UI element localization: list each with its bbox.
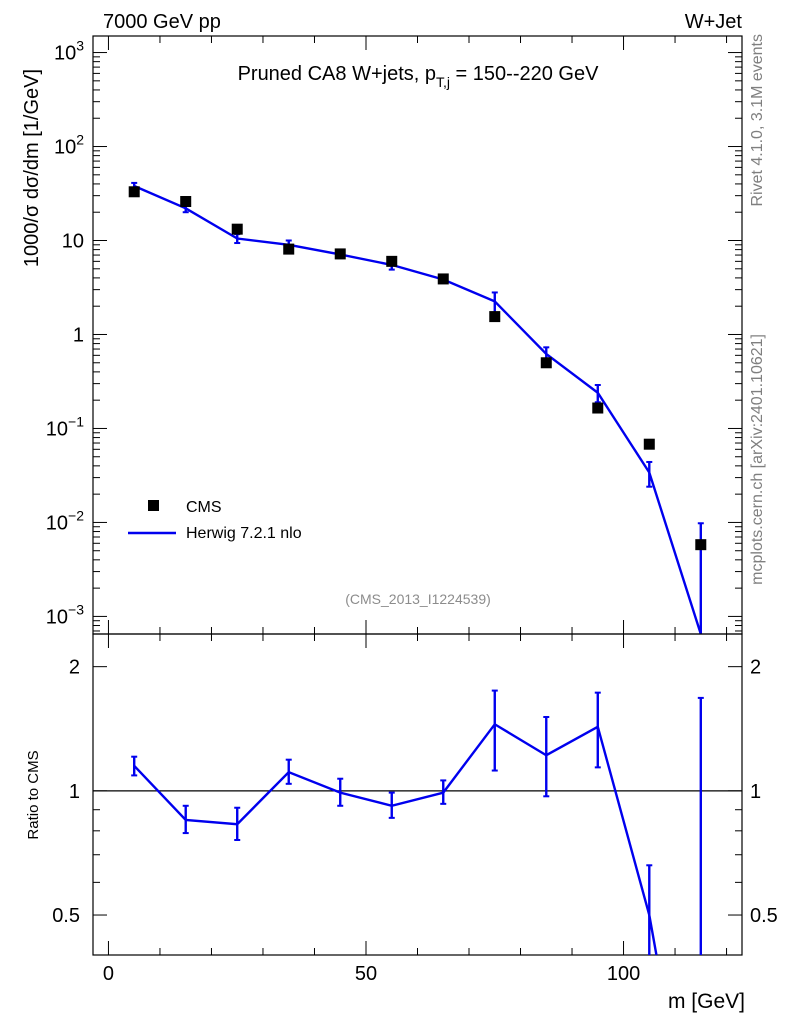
cms-data-point (231, 223, 243, 235)
ratio-y-tick-label-right: 1 (750, 781, 761, 803)
main-panel: 10−3 10−2 10−1 1 10 102 103 CMS Herwig 7.2.1 nlo (46, 35, 743, 635)
legend-mc-label: Herwig 7.2.1 nlo (186, 525, 302, 542)
cms-data-point (540, 357, 552, 369)
cms-data-point (437, 273, 449, 285)
y-tick-label: 1 (73, 324, 84, 346)
legend-cms-marker (148, 500, 159, 511)
cms-data-point (386, 255, 398, 267)
x-axis-label: m [GeV] (668, 990, 745, 1013)
header-right: W+Jet (685, 11, 743, 33)
ratio-line (133, 722, 658, 956)
y-tick-label: 10 (62, 231, 84, 253)
ratio-frame (92, 633, 743, 956)
y-tick-label: 10−2 (46, 507, 84, 534)
cms-data-point (283, 243, 295, 255)
header-left: 7000 GeV pp (103, 11, 221, 33)
ratio-y-tick-label-right: 2 (750, 657, 761, 679)
mc-line (133, 184, 702, 635)
mcplots-info: mcplots.cern.ch [arXiv:2401.10621] (749, 334, 766, 585)
rivet-info: Rivet 4.1.0, 3.1M events (749, 34, 766, 207)
legend-cms-label: CMS (186, 499, 222, 516)
x-tick-label: 0 (103, 963, 114, 985)
analysis-id: (CMS_2013_I1224539) (345, 591, 491, 607)
cms-data-point (695, 539, 707, 551)
y-tick-label: 10−1 (46, 413, 84, 440)
ratio-y-tick-label-right: 0.5 (750, 905, 778, 927)
title-rest: = 150--220 GeV (450, 63, 599, 85)
x-tick-label: 100 (607, 963, 640, 985)
cms-data-point (180, 196, 192, 208)
title-sub: T,j (436, 74, 450, 90)
cms-data-point (592, 402, 604, 414)
y-tick-label: 103 (54, 38, 84, 65)
ratio-panel: 0 50 100 0.5 0.5 1 1 2 2 (52, 633, 778, 985)
cms-data-point (643, 438, 655, 450)
y-tick-label: 102 (54, 132, 84, 159)
ratio-y-tick-label: 2 (69, 657, 80, 679)
y-tick-label: 10−3 (46, 601, 84, 628)
ratio-y-axis-label: Ratio to CMS (25, 750, 42, 839)
cms-data-point (489, 311, 501, 323)
x-tick-label: 50 (355, 963, 377, 985)
ratio-y-tick-label: 1 (69, 781, 80, 803)
main-y-axis-label: 1000/σ dσ/dm [1/GeV] (21, 69, 43, 267)
main-frame (92, 35, 743, 635)
cms-data-point (128, 186, 140, 198)
title-main: Pruned CA8 W+jets, p (238, 63, 436, 85)
main-title: Pruned CA8 W+jets, pT,j = 150--220 GeV (238, 63, 600, 90)
ratio-y-tick-label: 0.5 (52, 905, 80, 927)
cms-data-point (334, 248, 346, 260)
